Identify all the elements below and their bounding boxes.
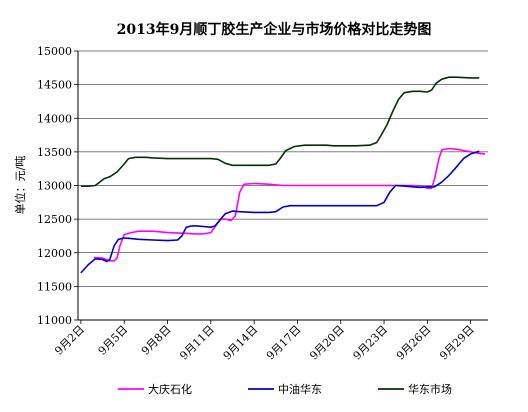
legend-label-0: 大庆石化 [148, 382, 192, 396]
x-axis-tick-labels: 9月2日 9月5日 9月8日 9月11日 9月14日 9月17日 9月20日 9月23日 9月2… [52, 323, 476, 363]
x-tick-label: 9月2日 [52, 323, 87, 358]
series-line-0 [93, 147, 486, 262]
x-tick-label: 9月17日 [264, 323, 304, 363]
x-tick-label: 9月11日 [177, 323, 217, 363]
y-tick-label: 12000 [37, 247, 72, 260]
series-line-1 [80, 150, 480, 274]
y-tick-label: 11500 [37, 280, 72, 293]
series-line-2 [80, 76, 480, 187]
axes [74, 50, 488, 324]
y-axis-label: 单位：元/吨 [13, 156, 27, 215]
chart-title: 2013年9月顺丁胶生产企业与市场价格对比走势图 [117, 21, 432, 38]
x-tick-label: 9月14日 [221, 323, 261, 363]
legend: 大庆石化 中油华东 华东市场 [118, 382, 452, 396]
x-tick-label: 9月26日 [394, 323, 434, 363]
x-tick-label: 9月23日 [351, 323, 391, 363]
x-tick-label: 9月5日 [96, 323, 131, 358]
y-tick-label: 12500 [37, 213, 72, 226]
x-tick-label: 9月8日 [139, 323, 174, 358]
x-tick-label: 9月20日 [307, 323, 347, 363]
y-tick-label: 11000 [37, 314, 72, 327]
x-tick-label: 9月29日 [437, 323, 477, 363]
series-lines [80, 76, 486, 274]
grid-lines [78, 50, 488, 287]
y-tick-label: 13500 [37, 146, 72, 159]
y-tick-label: 14000 [37, 112, 72, 125]
legend-label-1: 中油华东 [278, 382, 322, 396]
y-tick-label: 13000 [37, 180, 72, 193]
y-tick-label: 15000 [37, 45, 72, 58]
legend-label-2: 华东市场 [408, 382, 452, 396]
y-axis-tick-labels: 11000 11500 12000 12500 13000 13500 14000 14500… [37, 45, 72, 327]
y-tick-label: 14500 [37, 79, 72, 92]
